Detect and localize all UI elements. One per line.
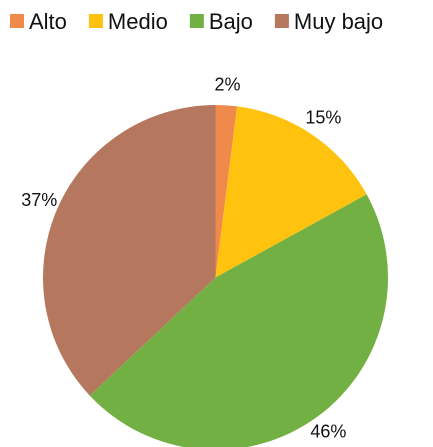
- pie-slice: [43, 105, 216, 396]
- data-label: 37%: [21, 190, 57, 210]
- legend-label: Bajo: [209, 9, 253, 34]
- legend-swatch: [88, 14, 103, 28]
- legend-swatch: [189, 14, 204, 28]
- pie-slice: [89, 194, 389, 447]
- legend-swatch: [10, 14, 24, 28]
- legend-label: Muy bajo: [294, 9, 383, 34]
- data-label: 2%: [215, 75, 241, 95]
- data-label: 15%: [305, 107, 341, 127]
- data-label: 46%: [310, 422, 346, 442]
- pie-slice: [215, 105, 238, 278]
- legend-label: Alto: [29, 9, 67, 34]
- legend-swatch: [274, 14, 289, 28]
- pie-slice: [215, 106, 367, 278]
- legend-label: Medio: [108, 9, 168, 34]
